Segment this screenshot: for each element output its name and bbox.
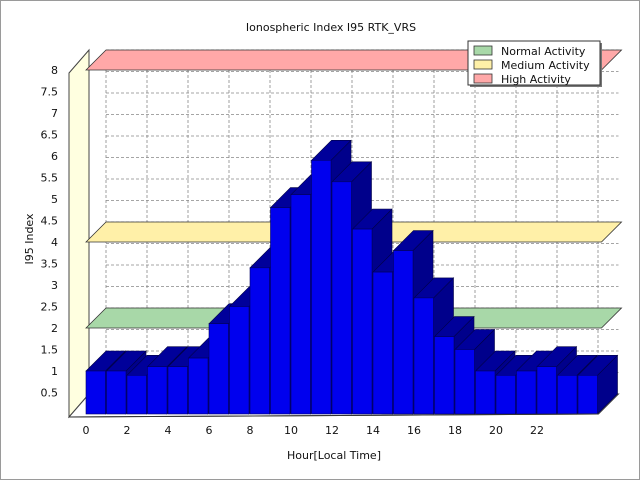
y-tick-label: 7 <box>51 107 58 120</box>
bar-front <box>516 370 537 415</box>
bar-front <box>393 250 414 415</box>
bar-series <box>85 139 619 415</box>
legend-label: High Activity <box>501 73 571 86</box>
x-tick-label: 20 <box>489 424 503 437</box>
bar-front <box>126 374 147 415</box>
side-wall <box>68 48 90 419</box>
chart-title: Ionospheric Index I95 RTK_VRS <box>246 21 416 34</box>
y-tick-label: 7.5 <box>41 86 59 99</box>
bar-front <box>352 228 373 415</box>
bar <box>577 354 619 415</box>
bar-front <box>577 374 598 415</box>
y-tick-label: 4 <box>51 236 58 249</box>
bar-front <box>208 323 229 415</box>
y-tick-label: 6.5 <box>41 129 59 142</box>
y-tick-label: 1.5 <box>41 344 59 357</box>
bar-front <box>249 267 270 415</box>
legend-swatch <box>473 45 493 56</box>
bar-front <box>270 207 291 415</box>
bar-front <box>188 357 209 415</box>
x-tick-label: 18 <box>448 424 462 437</box>
bar-front <box>85 370 106 415</box>
y-tick-label: 6 <box>51 150 58 163</box>
y-tick-label: 3.5 <box>41 258 59 271</box>
bar-front <box>454 349 475 415</box>
legend-label: Medium Activity <box>501 59 590 72</box>
x-tick-label: 12 <box>325 424 339 437</box>
x-tick-label: 4 <box>165 424 172 437</box>
legend-swatch <box>473 59 493 70</box>
bar-front <box>311 160 332 415</box>
x-tick-label: 10 <box>284 424 298 437</box>
bar-front <box>372 271 393 415</box>
bar-front <box>290 194 311 415</box>
bar-front <box>475 370 496 415</box>
x-axis-label: Hour[Local Time] <box>287 449 381 462</box>
x-tick-label: 6 <box>206 424 213 437</box>
bar-front <box>229 306 250 415</box>
bar-front <box>495 374 516 415</box>
x-tick-label: 22 <box>530 424 544 437</box>
y-tick-label: 2 <box>51 322 58 335</box>
y-tick-label: 4.5 <box>41 215 59 228</box>
y-tick-label: 3 <box>51 279 58 292</box>
bar-front <box>331 181 352 415</box>
x-tick-label: 2 <box>124 424 131 437</box>
chart-axes: 0.5 1 1.5 2 2.5 3 3.5 4 4.5 5 5.5 6 6.5 7 7.5 8 0 2 4 6 8 10 1… <box>41 64 599 437</box>
y-tick-label: 5 <box>51 193 58 206</box>
bar-front <box>557 374 578 415</box>
x-tick-label: 14 <box>366 424 380 437</box>
y-tick-label: 0.5 <box>41 387 59 400</box>
x-tick-label: 16 <box>407 424 421 437</box>
bar-front <box>147 366 168 415</box>
x-tick-label: 8 <box>247 424 254 437</box>
y-axis-label: I95 Index <box>23 213 36 265</box>
bar-front <box>434 336 455 415</box>
x-tick-label: 0 <box>83 424 90 437</box>
y-tick-label: 5.5 <box>41 172 59 185</box>
y-tick-label: 8 <box>51 64 58 77</box>
legend-swatch <box>473 73 493 84</box>
bar-front <box>536 366 557 415</box>
y-tick-label: 1 <box>51 365 58 378</box>
bar-front <box>167 366 188 415</box>
y-tick-label: 2.5 <box>41 301 59 314</box>
legend-label: Normal Activity <box>501 45 586 58</box>
bar-front <box>413 297 434 415</box>
bar-front <box>106 370 127 415</box>
x-axis-line <box>68 413 599 418</box>
